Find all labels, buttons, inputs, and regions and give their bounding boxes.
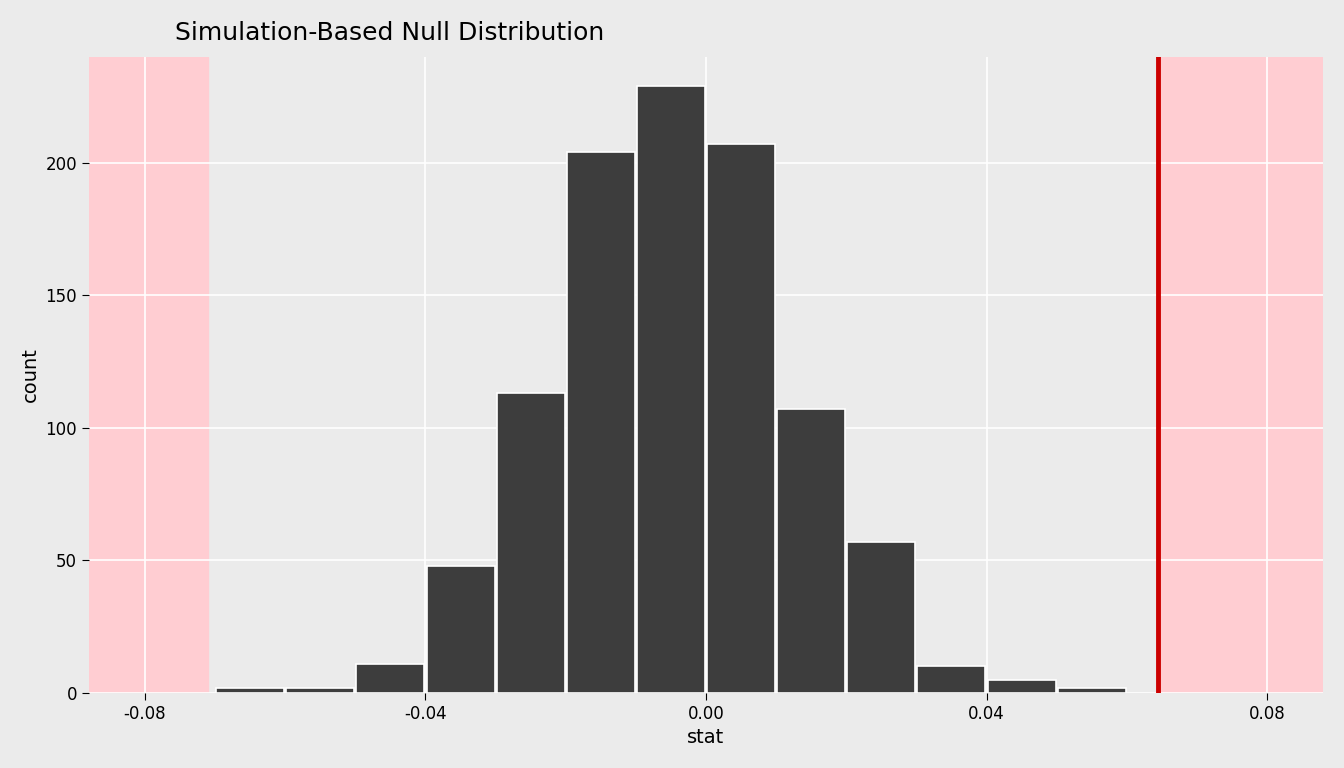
X-axis label: stat: stat bbox=[687, 728, 724, 747]
Bar bbox=[216, 687, 284, 693]
Bar bbox=[847, 541, 915, 693]
Text: Simulation-Based Null Distribution: Simulation-Based Null Distribution bbox=[175, 21, 605, 45]
Bar bbox=[637, 86, 706, 693]
Bar bbox=[497, 393, 564, 693]
Bar bbox=[1058, 687, 1126, 693]
Bar bbox=[286, 687, 355, 693]
Bar bbox=[777, 409, 845, 693]
Bar bbox=[567, 152, 634, 693]
Bar bbox=[918, 667, 985, 693]
Y-axis label: count: count bbox=[22, 347, 40, 402]
Bar bbox=[426, 565, 495, 693]
Bar bbox=[1157, 57, 1322, 693]
Bar bbox=[988, 680, 1055, 693]
Bar bbox=[356, 664, 425, 693]
Bar bbox=[707, 144, 775, 693]
Bar bbox=[89, 57, 208, 693]
